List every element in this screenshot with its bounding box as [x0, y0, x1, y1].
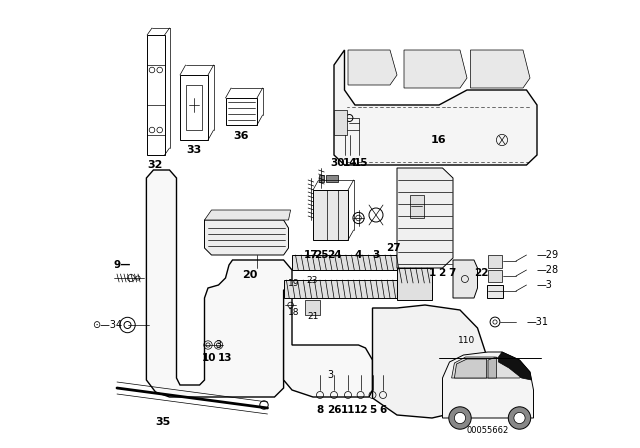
Text: 5: 5 [369, 405, 376, 415]
Text: 17: 17 [303, 250, 318, 260]
Polygon shape [289, 285, 303, 298]
Text: 32: 32 [148, 160, 163, 170]
Polygon shape [306, 283, 319, 298]
Polygon shape [488, 255, 502, 268]
Polygon shape [397, 268, 432, 300]
Text: 9—: 9— [114, 260, 131, 270]
Text: —3: —3 [537, 280, 553, 290]
Polygon shape [313, 190, 348, 240]
Circle shape [449, 407, 471, 429]
Polygon shape [488, 270, 502, 282]
Circle shape [454, 413, 466, 424]
Polygon shape [284, 280, 397, 298]
Polygon shape [326, 175, 337, 182]
Polygon shape [348, 50, 397, 85]
Text: 27: 27 [386, 243, 401, 253]
Text: 14: 14 [343, 158, 357, 168]
Text: 13: 13 [218, 353, 233, 363]
Text: 22: 22 [474, 268, 488, 278]
Polygon shape [334, 110, 347, 135]
Text: —28: —28 [537, 265, 559, 275]
Polygon shape [334, 50, 537, 165]
Text: 7: 7 [448, 268, 455, 278]
Text: 16: 16 [431, 135, 447, 145]
Text: 20: 20 [243, 270, 258, 280]
Text: 24: 24 [326, 250, 341, 260]
Polygon shape [470, 50, 530, 88]
Text: 30: 30 [330, 158, 345, 168]
Polygon shape [454, 359, 486, 378]
Text: 8: 8 [316, 405, 324, 415]
Text: —29: —29 [537, 250, 559, 260]
Text: 18: 18 [287, 307, 299, 316]
Text: 3: 3 [216, 340, 221, 350]
Text: 26: 26 [327, 405, 341, 415]
Text: 25: 25 [314, 250, 329, 260]
Polygon shape [452, 357, 523, 378]
Polygon shape [305, 300, 320, 315]
Text: 19: 19 [287, 279, 299, 288]
Polygon shape [410, 195, 424, 218]
Text: 21: 21 [307, 311, 319, 320]
Text: 11: 11 [340, 405, 355, 415]
Polygon shape [499, 352, 531, 380]
Polygon shape [372, 305, 488, 418]
Text: 00055662: 00055662 [467, 426, 509, 435]
Polygon shape [488, 357, 497, 378]
Text: 15: 15 [353, 158, 368, 168]
Polygon shape [397, 168, 453, 268]
Text: 23: 23 [307, 276, 318, 284]
Polygon shape [442, 352, 534, 418]
Text: 33: 33 [186, 145, 202, 155]
Polygon shape [292, 255, 397, 270]
Text: 1: 1 [428, 268, 436, 278]
Polygon shape [404, 50, 467, 88]
Text: 3: 3 [372, 250, 380, 260]
Text: 35: 35 [155, 417, 170, 427]
Text: 110: 110 [458, 336, 476, 345]
Text: 4: 4 [355, 250, 362, 260]
Polygon shape [319, 175, 323, 182]
Polygon shape [453, 260, 477, 298]
Circle shape [514, 413, 525, 424]
Polygon shape [205, 220, 289, 255]
Text: 6: 6 [380, 405, 387, 415]
Text: 12: 12 [353, 405, 368, 415]
Polygon shape [205, 210, 291, 220]
Text: 3: 3 [328, 370, 333, 380]
Text: 36: 36 [233, 131, 249, 141]
Text: ⊙—34: ⊙—34 [92, 320, 123, 330]
Polygon shape [147, 170, 292, 397]
Polygon shape [486, 285, 504, 298]
Text: 2: 2 [438, 268, 445, 278]
Text: 10: 10 [202, 353, 217, 363]
Circle shape [508, 407, 531, 429]
Text: —31: —31 [527, 317, 548, 327]
Polygon shape [284, 290, 372, 397]
